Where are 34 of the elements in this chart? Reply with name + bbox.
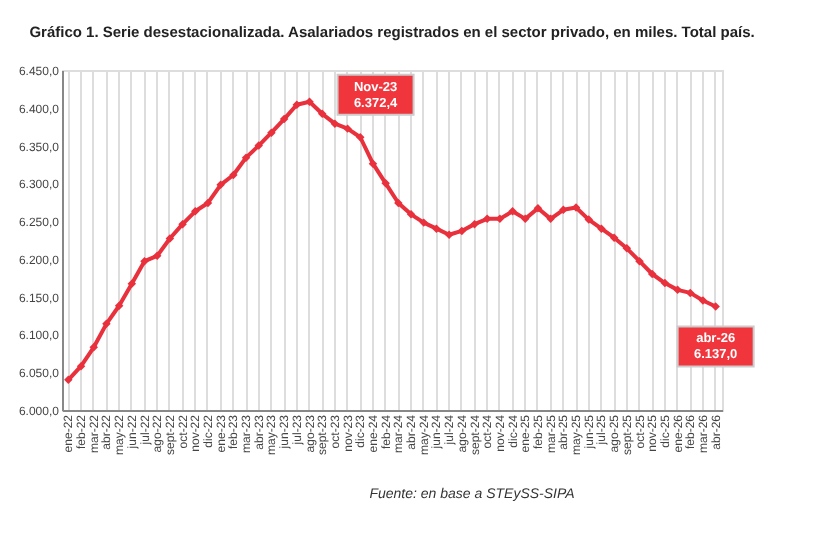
point bbox=[317, 109, 327, 119]
point bbox=[114, 301, 124, 310]
point bbox=[127, 279, 137, 289]
point bbox=[457, 226, 467, 236]
point bbox=[647, 269, 657, 279]
point bbox=[711, 302, 720, 311]
point bbox=[622, 244, 632, 253]
point bbox=[597, 224, 606, 233]
point bbox=[508, 207, 517, 216]
point bbox=[191, 207, 200, 216]
point bbox=[432, 224, 441, 233]
point bbox=[279, 114, 289, 124]
point bbox=[559, 205, 568, 215]
point bbox=[660, 278, 670, 288]
point bbox=[343, 124, 352, 133]
point bbox=[267, 128, 276, 137]
point bbox=[152, 251, 162, 261]
point bbox=[203, 198, 213, 208]
point bbox=[76, 361, 86, 371]
point bbox=[546, 214, 555, 224]
point bbox=[419, 218, 428, 227]
point bbox=[381, 179, 390, 188]
point bbox=[216, 180, 225, 190]
point bbox=[533, 204, 543, 213]
point bbox=[686, 288, 695, 298]
point bbox=[609, 233, 619, 242]
point bbox=[305, 97, 314, 106]
point bbox=[444, 230, 454, 239]
point bbox=[64, 375, 73, 385]
point bbox=[584, 215, 593, 224]
point bbox=[356, 133, 365, 142]
point bbox=[89, 343, 98, 352]
point bbox=[521, 214, 530, 224]
point bbox=[254, 141, 263, 150]
